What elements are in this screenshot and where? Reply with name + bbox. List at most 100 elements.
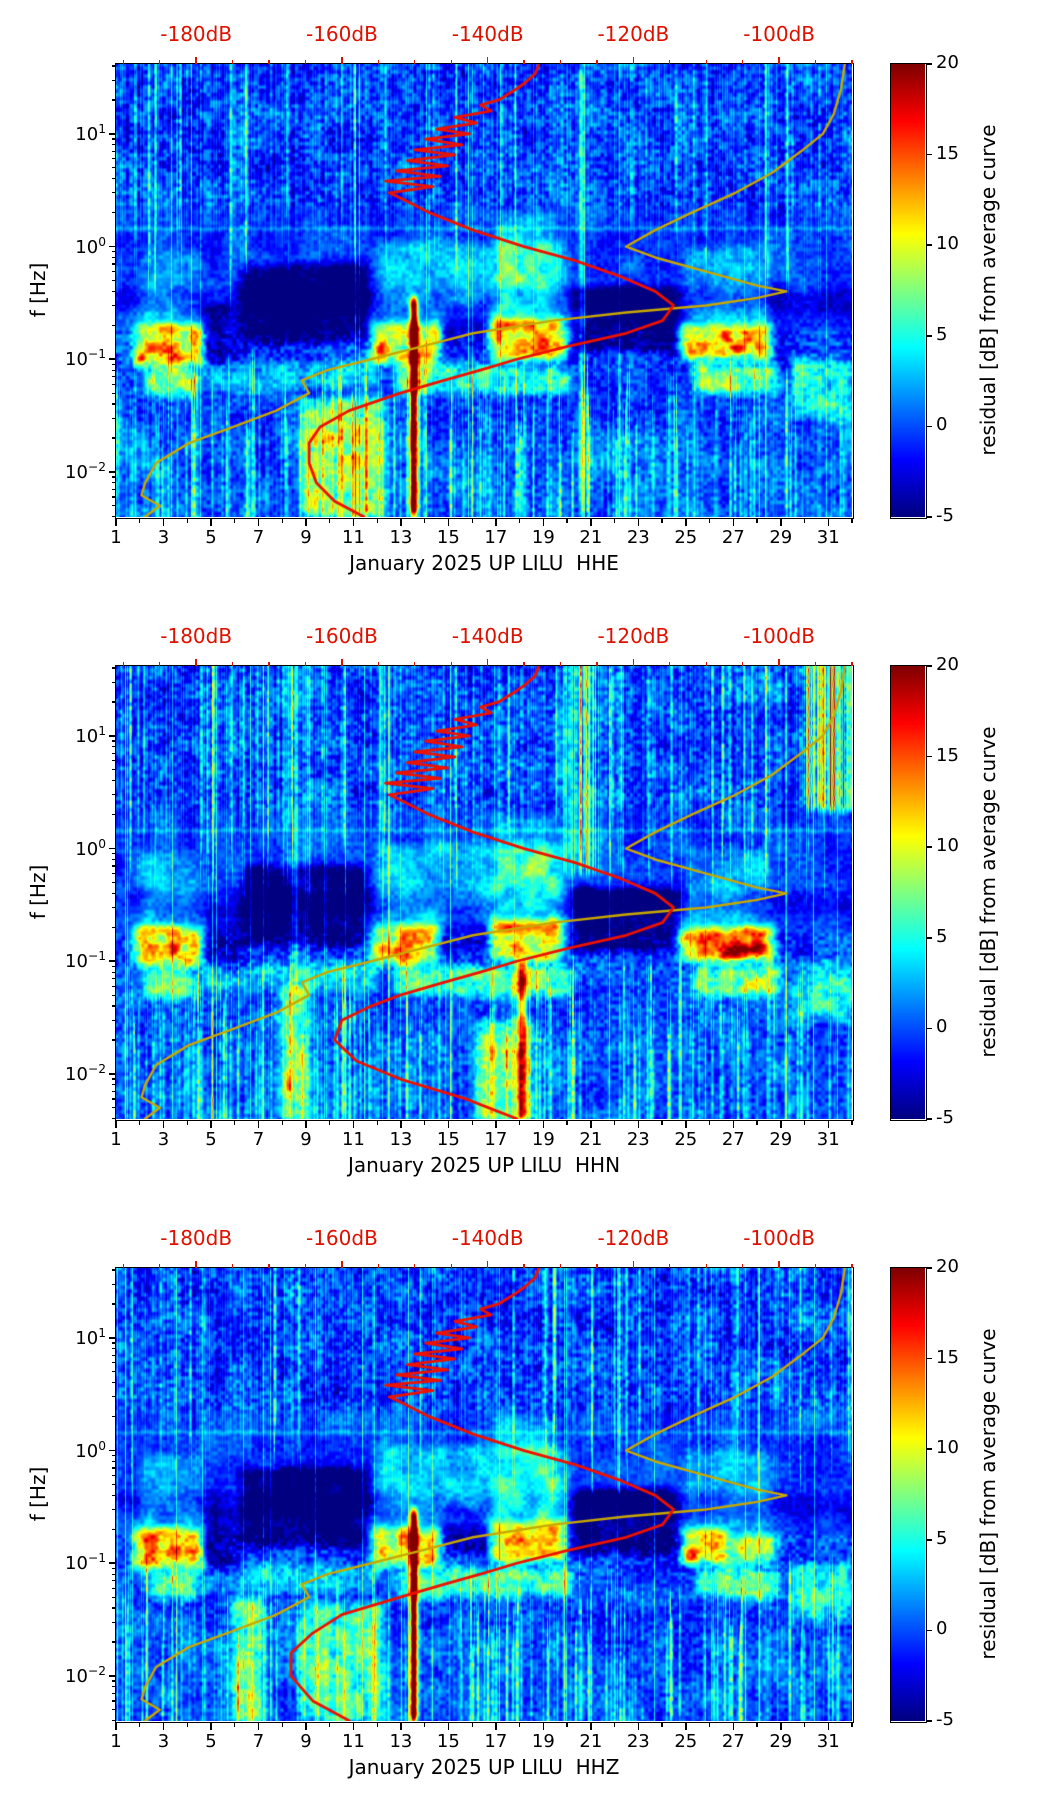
y-minor-tick — [112, 144, 116, 146]
x-tick — [590, 1722, 592, 1730]
y-tick — [109, 1449, 116, 1452]
x-tick — [400, 1722, 402, 1730]
y-minor-tick — [112, 256, 116, 259]
x-minor-tick — [708, 1120, 711, 1125]
x-tick-label: 29 — [769, 1731, 793, 1752]
x-minor-tick — [566, 1722, 568, 1727]
top-db-tick — [195, 658, 197, 666]
colorbar-tick — [925, 1357, 932, 1360]
x-tick — [305, 518, 307, 526]
y-minor-tick — [112, 740, 116, 742]
x-minor-tick — [139, 1722, 141, 1727]
y-minor-tick — [112, 865, 116, 867]
top-db-minor-tick — [523, 661, 525, 666]
top-db-minor-tick — [851, 661, 853, 666]
y-minor-tick — [112, 1641, 116, 1643]
y-minor-tick — [112, 496, 116, 498]
y-minor-tick — [112, 251, 116, 253]
colorbar-tick-label: -5 — [936, 1709, 954, 1730]
x-minor-tick — [376, 518, 378, 523]
y-minor-tick — [112, 1283, 116, 1285]
top-db-minor-tick — [377, 661, 379, 666]
y-minor-tick — [112, 1371, 116, 1373]
x-tick — [115, 1722, 117, 1730]
y-minor-tick — [112, 858, 116, 861]
x-axis-label: January 2025 UP LILU HHE — [349, 551, 619, 575]
colorbar — [891, 64, 925, 517]
y-minor-tick — [112, 906, 116, 909]
y-minor-tick — [112, 383, 116, 385]
y-minor-tick — [112, 971, 116, 973]
y-minor-tick — [112, 437, 116, 439]
y-minor-tick — [112, 270, 116, 273]
y-minor-tick — [112, 212, 116, 214]
x-minor-tick — [234, 518, 236, 523]
x-minor-tick — [281, 1120, 283, 1125]
x-minor-tick — [471, 1120, 473, 1125]
y-minor-tick — [112, 1607, 116, 1609]
top-db-minor-tick — [705, 661, 707, 666]
x-tick-label: 7 — [252, 1129, 265, 1150]
x-tick — [115, 518, 117, 526]
y-minor-tick — [112, 1692, 116, 1694]
y-minor-tick — [112, 324, 116, 326]
x-tick-label: 25 — [674, 1129, 698, 1150]
x-tick-label: 1 — [110, 527, 122, 548]
top-db-label: -160dB — [305, 624, 378, 648]
top-db-label: -100dB — [743, 624, 816, 648]
y-minor-tick — [112, 769, 116, 771]
x-tick — [210, 1722, 212, 1730]
colorbar-tick — [925, 1448, 932, 1450]
x-tick-label: 9 — [300, 527, 312, 548]
x-tick — [590, 1120, 592, 1128]
x-tick — [162, 1722, 165, 1730]
y-minor-tick — [112, 926, 116, 928]
x-minor-tick — [471, 1722, 473, 1727]
top-db-tick — [486, 1260, 489, 1268]
colorbar-label: residual [dB] from average curve — [976, 1328, 1000, 1660]
y-minor-tick — [112, 1474, 116, 1477]
y-minor-tick — [112, 99, 116, 101]
top-db-minor-tick — [851, 1263, 853, 1268]
x-minor-tick — [424, 1722, 426, 1727]
x-tick — [305, 1722, 307, 1730]
x-tick-label: 9 — [300, 1129, 312, 1150]
top-db-minor-tick — [523, 1263, 525, 1268]
x-minor-tick — [234, 1722, 236, 1727]
x-tick-label: 25 — [674, 527, 698, 548]
y-minor-tick — [112, 1084, 116, 1086]
y-minor-tick — [112, 1467, 116, 1469]
x-tick — [447, 1120, 450, 1128]
y-minor-tick — [112, 701, 116, 703]
y-minor-tick — [112, 1700, 116, 1702]
x-tick-label: 19 — [531, 527, 555, 548]
x-tick-label: 13 — [389, 1731, 413, 1752]
y-tick — [109, 960, 116, 962]
top-db-minor-tick — [450, 1263, 452, 1268]
x-tick-label: 11 — [341, 527, 365, 548]
x-tick-label: 19 — [531, 1731, 555, 1752]
x-tick-label: 5 — [205, 1129, 217, 1150]
colorbar-tick-label: 20 — [936, 654, 959, 675]
x-tick — [495, 1722, 497, 1730]
top-db-minor-tick — [851, 59, 853, 64]
y-minor-tick — [112, 985, 116, 987]
x-minor-tick — [329, 518, 331, 523]
colorbar — [891, 666, 925, 1119]
x-minor-tick — [803, 1120, 806, 1125]
y-minor-tick — [112, 1303, 116, 1305]
top-db-minor-tick — [559, 1263, 562, 1268]
top-db-label: -140dB — [451, 22, 524, 46]
x-minor-tick — [851, 1120, 853, 1125]
top-db-label: -120dB — [597, 624, 670, 648]
y-minor-tick — [112, 1567, 116, 1569]
x-tick-label: 21 — [579, 527, 603, 548]
y-minor-tick — [112, 1354, 116, 1356]
top-db-minor-tick — [559, 661, 562, 666]
colorbar-tick-label: 10 — [936, 835, 959, 857]
x-minor-tick — [661, 1722, 663, 1727]
y-minor-tick — [112, 1528, 116, 1530]
y-tick-label: 100 — [75, 1438, 106, 1462]
x-minor-tick — [281, 518, 283, 523]
top-db-label: -160dB — [305, 22, 378, 46]
